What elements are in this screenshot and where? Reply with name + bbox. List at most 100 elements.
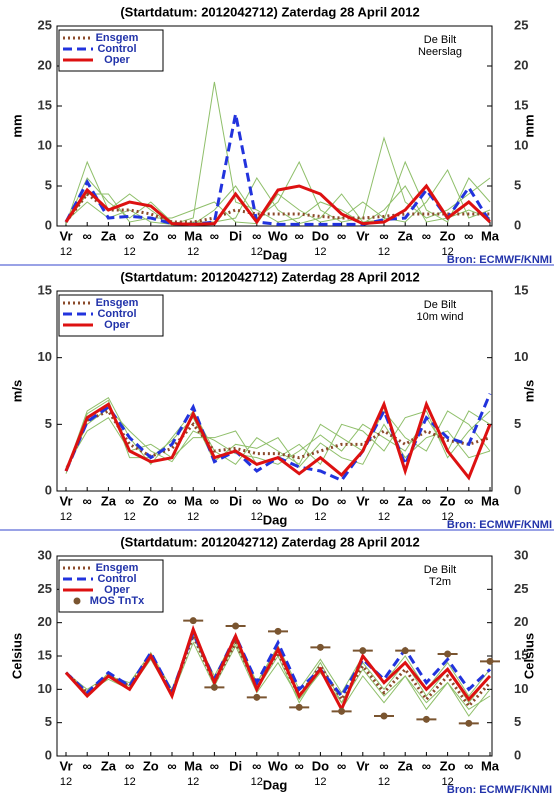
legend-label: Oper — [104, 319, 130, 331]
ensemble-member — [65, 168, 491, 225]
x-tick-label: Za — [398, 758, 414, 773]
y-tick-label-right: 25 — [514, 581, 528, 596]
x-tick-label: ∞ — [125, 228, 134, 243]
x-tick-label: ∞ — [83, 493, 92, 508]
x-tick-label: ∞ — [337, 493, 346, 508]
x-tick-label: ∞ — [337, 758, 346, 773]
y-tick-label: 5 — [45, 714, 52, 729]
x-sublabel: 12 — [378, 246, 390, 258]
x-tick-label: Do — [312, 228, 329, 243]
x-tick-label: Vr — [59, 493, 72, 508]
y-tick-label-right: 30 — [514, 547, 528, 562]
series-line — [64, 628, 492, 699]
x-tick-label: Ma — [481, 758, 500, 773]
mos-point — [359, 647, 367, 655]
x-tick-label: Zo — [440, 228, 456, 243]
x-sublabel: 12 — [251, 246, 263, 258]
x-tick-label: ∞ — [83, 758, 92, 773]
y-tick-label-right: 0 — [514, 482, 521, 497]
x-sublabel: 12 — [187, 246, 199, 258]
x-tick-label: ∞ — [379, 758, 388, 773]
y-tick-label: 5 — [45, 416, 52, 431]
chart-title: (Startdatum: 2012042712) Zaterdag 28 Apr… — [120, 4, 419, 19]
plot-area — [56, 25, 493, 227]
mos-point — [189, 617, 197, 625]
x-tick-label: Vr — [356, 493, 369, 508]
y-tick-label: 0 — [45, 217, 52, 232]
y-tick-label-right: 5 — [514, 714, 521, 729]
y-axis-label-right: m/s — [521, 380, 536, 402]
y-tick-label-right: 20 — [514, 614, 528, 629]
y-axis-label-right: mm — [521, 114, 536, 137]
y-tick-label-right: 5 — [514, 177, 521, 192]
series-line — [64, 400, 492, 481]
legend-label: Ensgem — [96, 297, 139, 309]
x-sublabel: 12 — [441, 776, 453, 788]
x-axis-label: Dag — [263, 247, 288, 262]
mos-point — [380, 712, 388, 720]
x-tick-label: ∞ — [125, 758, 134, 773]
y-axis-label: m/s — [9, 380, 24, 402]
x-sublabel: 12 — [251, 511, 263, 523]
series-line — [64, 624, 492, 713]
x-tick-label: Za — [101, 758, 117, 773]
series-line — [64, 113, 492, 226]
legend-box — [58, 294, 164, 337]
x-tick-label: ∞ — [379, 228, 388, 243]
x-tick-label: Za — [398, 228, 414, 243]
x-tick-label: ∞ — [464, 758, 473, 773]
source: Bron: ECMWF/KNMI — [447, 254, 552, 266]
chart-title: (Startdatum: 2012042712) Zaterdag 28 Apr… — [120, 269, 419, 284]
x-tick-label: Zo — [143, 228, 159, 243]
y-tick-label: 20 — [38, 57, 52, 72]
y-tick-label: 25 — [38, 17, 52, 32]
legend-label: MOS TnTx — [90, 595, 145, 607]
x-tick-label: Ma — [184, 493, 203, 508]
x-tick-label: ∞ — [252, 758, 261, 773]
y-tick-label-right: 25 — [514, 17, 528, 32]
legend-box — [58, 29, 164, 72]
x-tick-label: Zo — [143, 758, 159, 773]
ensemble-member — [65, 396, 491, 472]
x-sublabel: 12 — [123, 246, 135, 258]
ensemble-member — [65, 399, 491, 474]
y-tick-label: 25 — [38, 581, 52, 596]
source: Bron: ECMWF/KNMI — [447, 519, 552, 531]
y-tick-label-right: 20 — [514, 57, 528, 72]
y-axis-label: Celsius — [9, 633, 24, 679]
x-tick-label: Wo — [268, 758, 288, 773]
x-tick-label: Vr — [59, 228, 72, 243]
x-tick-label: Di — [229, 228, 242, 243]
x-tick-label: Vr — [59, 758, 72, 773]
mos-point — [338, 707, 346, 715]
y-tick-label: 5 — [45, 177, 52, 192]
x-sublabel: 12 — [187, 511, 199, 523]
x-tick-label: ∞ — [422, 758, 431, 773]
x-tick-label: ∞ — [422, 493, 431, 508]
x-sublabel: 12 — [378, 511, 390, 523]
location: De Bilt — [424, 299, 456, 311]
y-tick-label-right: 10 — [514, 349, 528, 364]
x-tick-label: Ma — [184, 228, 203, 243]
x-tick-label: Vr — [356, 758, 369, 773]
y-tick-label-right: 10 — [514, 681, 528, 696]
x-tick-label: Di — [229, 493, 242, 508]
x-tick-label: ∞ — [210, 758, 219, 773]
mos-point — [232, 622, 240, 630]
y-tick-label: 20 — [38, 614, 52, 629]
series-line — [64, 409, 491, 472]
mos-point — [295, 703, 303, 711]
x-tick-label: ∞ — [295, 493, 304, 508]
y-tick-label-right: 15 — [514, 282, 528, 297]
x-tick-label: Wo — [268, 493, 288, 508]
source: Bron: ECMWF/KNMI — [447, 784, 552, 795]
x-tick-label: Za — [398, 493, 414, 508]
x-axis-label: Dag — [263, 512, 288, 527]
x-sublabel: 12 — [314, 776, 326, 788]
x-sublabel: 12 — [123, 511, 135, 523]
ensemble-member — [65, 81, 491, 225]
x-tick-label: Za — [101, 493, 117, 508]
y-axis-label: mm — [9, 114, 24, 137]
